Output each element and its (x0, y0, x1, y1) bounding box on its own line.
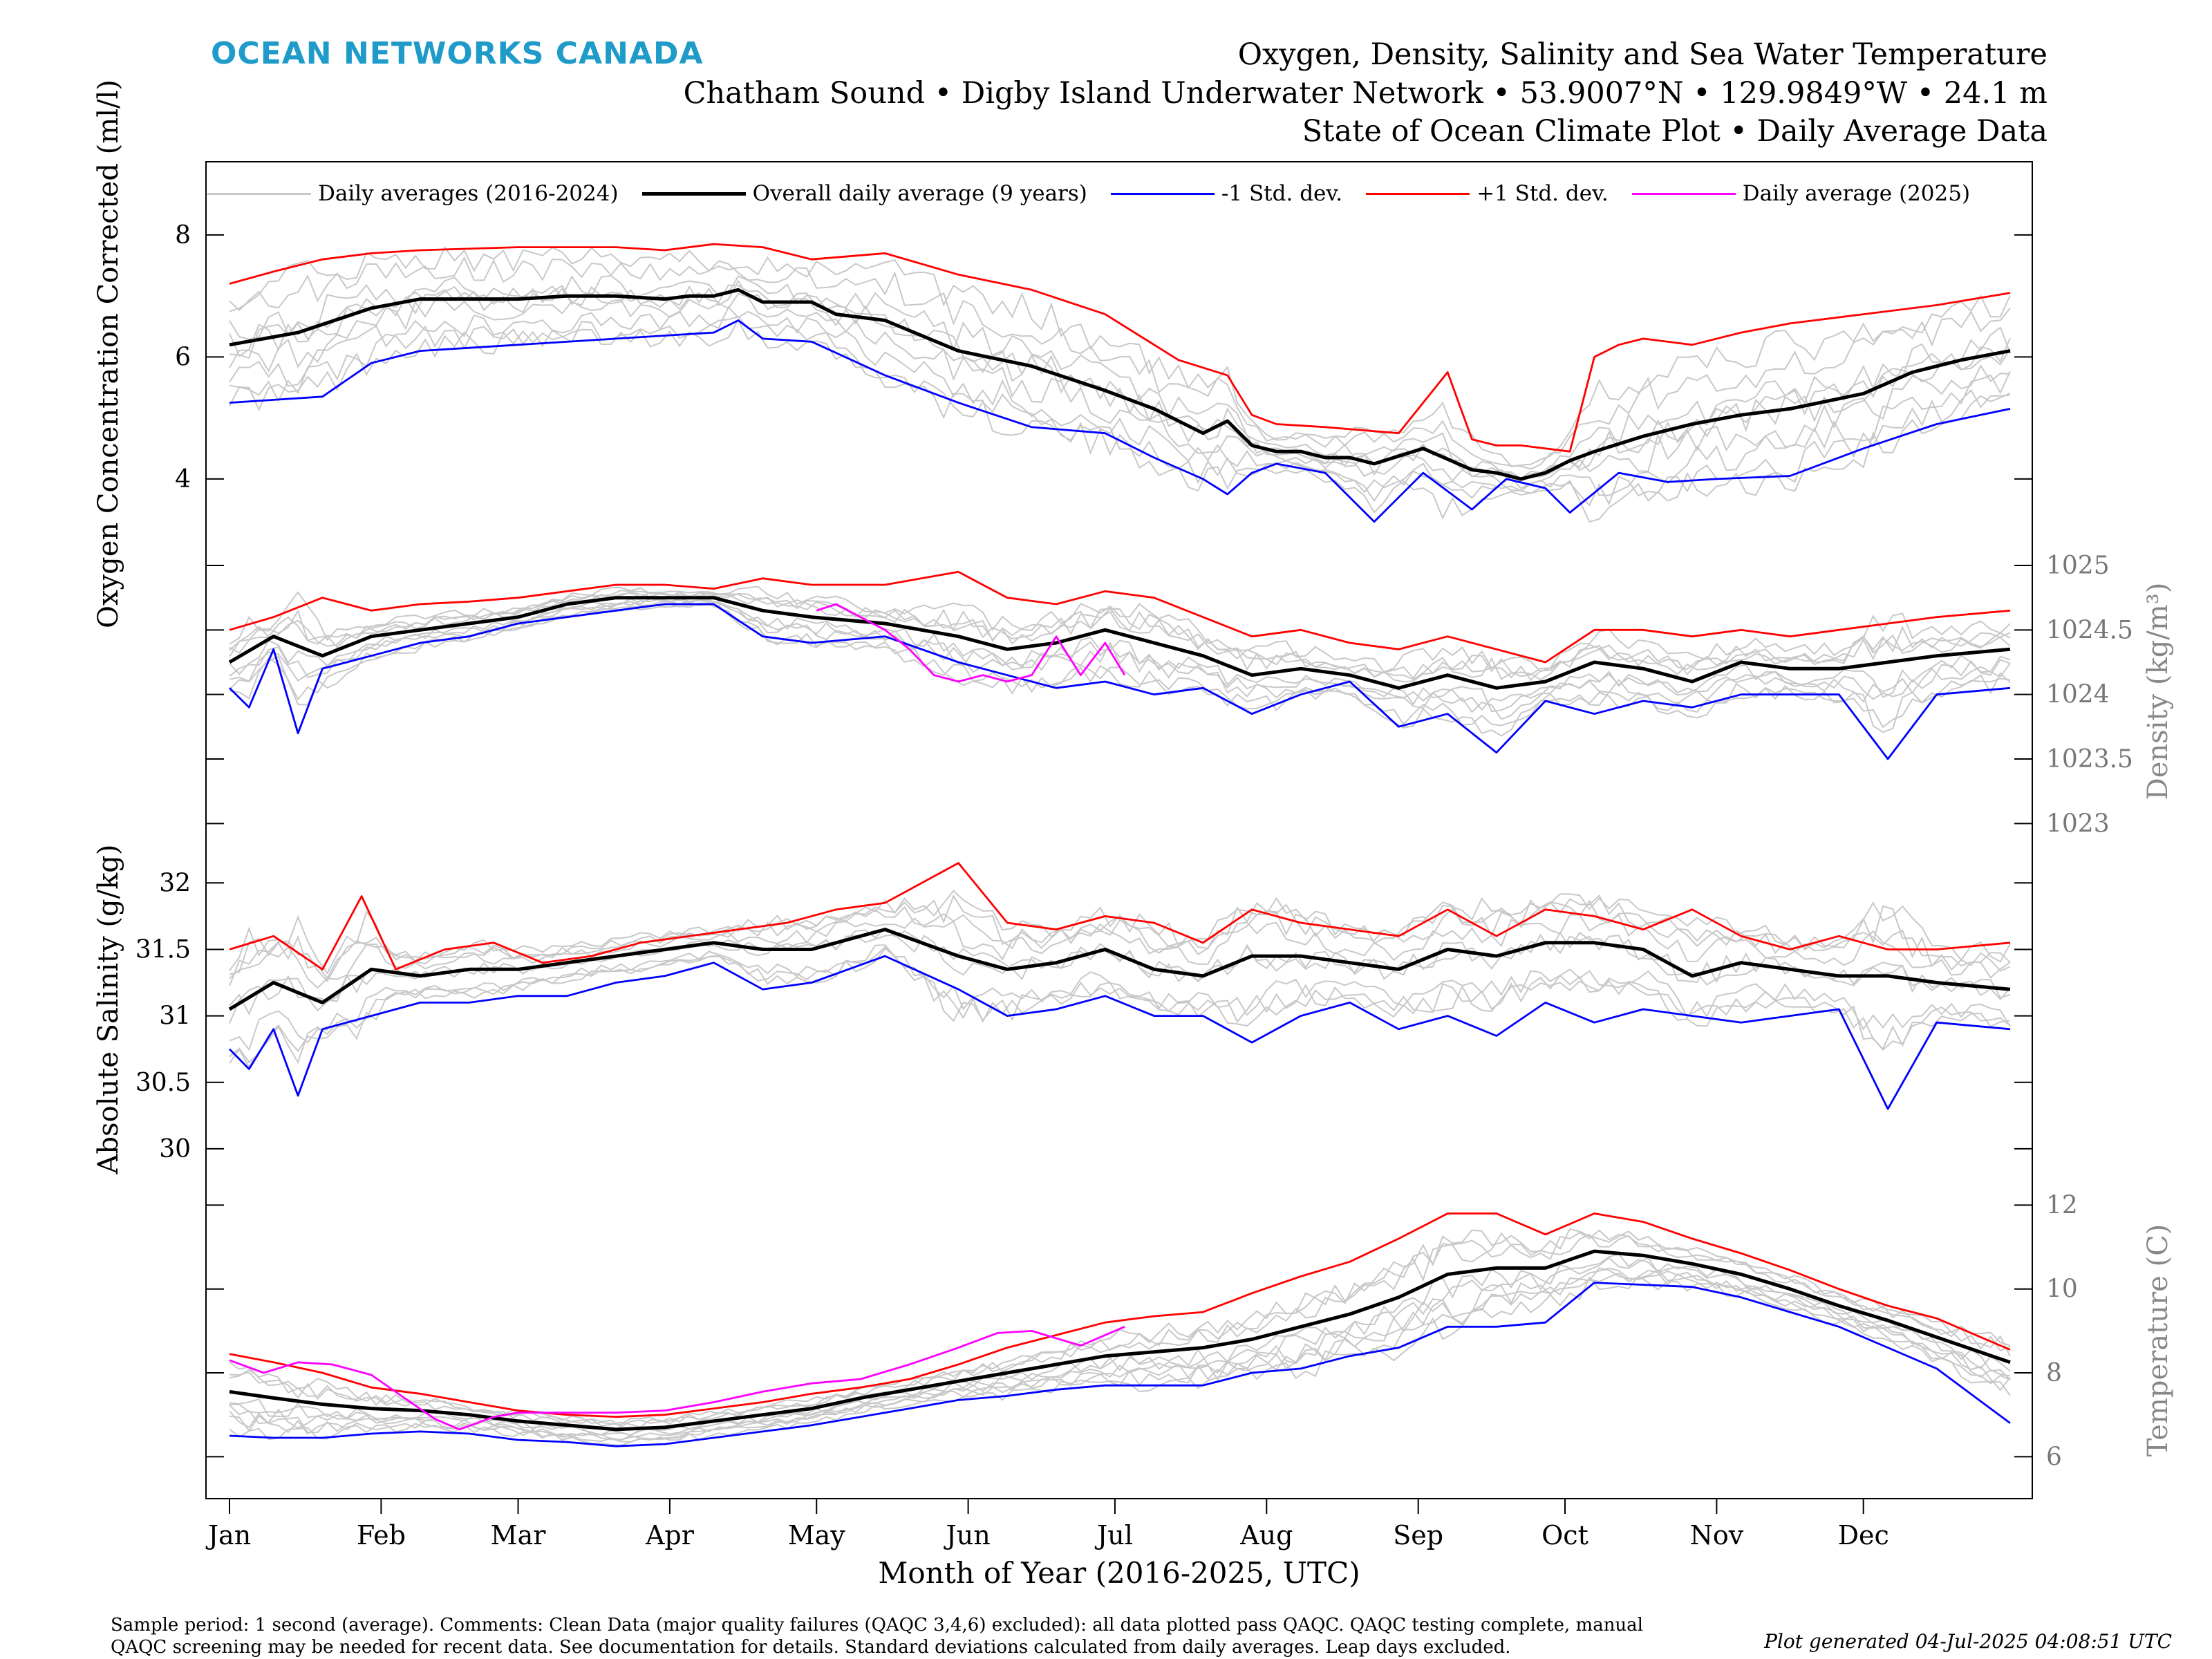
yearly-trace (229, 914, 2011, 989)
x-tick-label: May (788, 1520, 846, 1550)
series-line (228, 928, 2011, 1011)
y-axis-label: Density (kg/m³) (2142, 583, 2174, 800)
y-tick-label: 30.5 (135, 1069, 191, 1097)
y-tick-label: 10 (2046, 1275, 2078, 1304)
x-axis-label: Month of Year (2016-2025, UTC) (878, 1556, 1360, 1590)
legend-item-minus-std: -1 Std. dev. (1110, 181, 1343, 206)
series-line (229, 319, 2011, 523)
yearly-trace (229, 1257, 2011, 1436)
y-tick-label: 32 (159, 869, 191, 897)
legend-swatch (1366, 192, 1470, 195)
yearly-trace (229, 590, 2011, 679)
yearly-trace (229, 1267, 2011, 1441)
legend-swatch (207, 192, 311, 195)
yearly-trace (229, 279, 2011, 480)
plot-frame (205, 161, 2033, 1499)
yearly-trace (229, 306, 2011, 496)
legend-item-daily-averages: Daily averages (2016-2024) (207, 181, 619, 206)
legend-item-plus-std: +1 Std. dev. (1366, 181, 1609, 206)
x-tick-label: Sep (1393, 1520, 1443, 1550)
chart-legend: Daily averages (2016-2024) Overall daily… (207, 173, 1994, 214)
yearly-trace (229, 1228, 2011, 1425)
y-tick-label: 6 (175, 343, 191, 371)
yearly-trace (229, 1233, 2011, 1428)
x-tick-label: Feb (357, 1520, 406, 1550)
series-line (229, 1212, 2011, 1418)
ocean-networks-canada-logo: OCEAN NETWORKS CANADA (211, 36, 704, 71)
yearly-trace (229, 319, 2011, 523)
x-tick-label: Dec (1838, 1520, 1889, 1550)
series-line (229, 862, 2011, 971)
series-line (229, 603, 2011, 760)
series-line (228, 596, 2011, 690)
y-axis-label: Oxygen Concentration Corrected (ml/l) (93, 79, 124, 628)
x-tick-label: Aug (1239, 1520, 1293, 1550)
x-tick-label: Apr (645, 1520, 695, 1550)
series-line (229, 955, 2011, 1110)
x-tick-label: Jul (1094, 1520, 1133, 1550)
chart-title-line-2: Chatham Sound • Digby Island Underwater … (683, 76, 2047, 111)
x-tick-label: Jan (205, 1520, 251, 1550)
yearly-trace (229, 246, 2011, 467)
series-line (229, 1249, 2011, 1432)
yearly-trace (229, 591, 2011, 681)
x-tick-label: Mar (491, 1520, 547, 1550)
yearly-trace (229, 316, 2011, 507)
yearly-trace (229, 284, 2011, 482)
series-line (816, 603, 1126, 683)
legend-item-overall-average: Overall daily average (9 years) (641, 181, 1087, 206)
series-line (229, 1326, 1125, 1431)
x-tick-label: Jun (944, 1520, 991, 1550)
series-line (229, 288, 2011, 481)
x-tick-label: Oct (1541, 1520, 1588, 1550)
y-tick-label: 1024.5 (2046, 616, 2133, 644)
chart-title-line-3: State of Ocean Climate Plot • Daily Aver… (1302, 114, 2047, 149)
series-line (229, 243, 2011, 453)
yearly-trace (229, 292, 2011, 489)
yearly-trace (229, 274, 2011, 480)
legend-swatch (641, 191, 746, 196)
x-tick-label: Nov (1690, 1520, 1744, 1550)
yearly-trace (229, 890, 2011, 975)
legend-swatch (1110, 192, 1215, 195)
y-axis-label: Temperature (C) (2142, 1224, 2174, 1457)
y-tick-label: 31.5 (135, 935, 191, 964)
y-tick-label: 6 (2046, 1443, 2062, 1471)
y-tick-label: 4 (175, 465, 191, 494)
legend-swatch (1631, 192, 1736, 195)
legend-label: Daily averages (2016-2024) (318, 181, 619, 206)
chart-title-line-1: Oxygen, Density, Salinity and Sea Water … (1237, 37, 2047, 72)
yearly-trace (229, 947, 2011, 1064)
legend-label: -1 Std. dev. (1221, 181, 1343, 206)
y-tick-label: 1023 (2046, 809, 2110, 838)
footer-note-line-2: QAQC screening may be needed for recent … (111, 1637, 1511, 1658)
y-tick-label: 12 (2046, 1191, 2078, 1219)
legend-label: Daily average (2025) (1742, 181, 1971, 206)
yearly-trace (229, 927, 2011, 1016)
legend-label: +1 Std. dev. (1477, 181, 1609, 206)
y-tick-label: 30 (159, 1135, 191, 1163)
series-line (229, 570, 2011, 664)
legend-label: Overall daily average (9 years) (752, 181, 1087, 206)
y-tick-label: 8 (175, 221, 191, 250)
y-tick-label: 31 (159, 1002, 191, 1031)
y-tick-label: 1024 (2046, 681, 2110, 709)
yearly-trace (229, 597, 2011, 713)
yearly-trace (229, 256, 2011, 470)
yearly-trace (229, 944, 2011, 1051)
y-tick-label: 1025 (2046, 552, 2110, 580)
legend-item-2025: Daily average (2025) (1631, 181, 1971, 206)
y-tick-label: 1023.5 (2046, 745, 2133, 774)
plot-generated-timestamp: Plot generated 04-Jul-2025 04:08:51 UTC (1764, 1630, 2172, 1653)
footer-note-line-1: Sample period: 1 second (average). Comme… (111, 1615, 1643, 1635)
series-line (229, 1282, 2011, 1447)
yearly-trace (229, 946, 2011, 1069)
y-tick-label: 8 (2046, 1359, 2062, 1387)
y-axis-label: Absolute Salinity (g/kg) (93, 844, 124, 1174)
